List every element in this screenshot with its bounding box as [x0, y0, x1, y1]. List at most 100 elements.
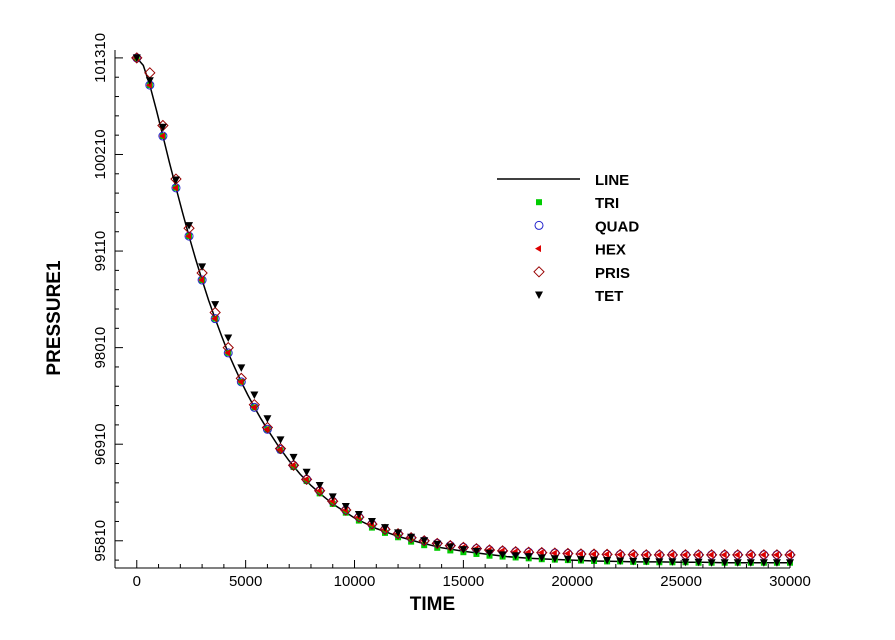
legend-item-tet: TET	[535, 288, 623, 305]
data-point-hex	[590, 550, 597, 558]
legend-marker-pris	[533, 266, 545, 278]
series-hex	[132, 54, 792, 559]
y-axis-ticks: 95810 96910 98010 99110 100210 101310	[92, 33, 123, 562]
data-point-hex	[603, 550, 610, 558]
x-axis-title: TIME	[410, 594, 455, 615]
data-point-hex	[681, 551, 688, 559]
x-tick-label: 25000	[660, 573, 702, 590]
data-point-tri	[329, 500, 336, 507]
legend-marker-tri	[536, 199, 542, 206]
data-point-tet	[433, 540, 442, 549]
data-point-tet	[328, 493, 337, 501]
data-point-tet	[145, 77, 154, 85]
data-point-tet	[211, 301, 220, 309]
x-tick-label: 10000	[334, 573, 376, 590]
data-point-tet	[629, 557, 638, 566]
series-tri	[133, 54, 793, 566]
data-point-tet	[367, 517, 376, 526]
y-tick-label: 95810	[92, 520, 109, 562]
data-point-pris	[327, 495, 339, 507]
data-point-hex	[185, 232, 192, 240]
legend-marker-quad	[534, 220, 544, 230]
data-point-tet	[472, 547, 481, 556]
legend-item-pris: PRIS	[533, 265, 630, 282]
data-point-tet	[420, 537, 429, 545]
x-tick-label: 30000	[769, 573, 811, 590]
data-point-hex	[224, 349, 231, 357]
x-tick-label: 20000	[551, 573, 593, 590]
y-tick-label: 100210	[92, 129, 109, 179]
y-tick-label: 101310	[92, 33, 109, 83]
data-point-pris	[340, 504, 352, 516]
data-point-tet	[407, 533, 416, 542]
data-point-pris	[183, 222, 195, 234]
data-point-tet	[198, 263, 207, 271]
data-point-hex	[668, 551, 675, 559]
data-point-pris	[366, 518, 378, 530]
data-point-tet	[576, 556, 585, 564]
y-tick-label: 98010	[92, 327, 109, 369]
data-point-tet	[302, 468, 311, 477]
legend-label-tet: TET	[595, 288, 623, 305]
legend-label-tri: TRI	[595, 195, 619, 212]
data-point-hex	[158, 132, 165, 140]
series-tet	[132, 54, 794, 567]
series-line	[136, 57, 790, 564]
data-point-tet	[720, 559, 729, 567]
series-pris	[131, 52, 796, 561]
data-point-tet	[759, 559, 768, 567]
data-point-tet	[563, 555, 572, 564]
data-point-hex	[563, 550, 570, 558]
data-point-hex	[263, 425, 270, 433]
data-point-tet	[537, 554, 546, 562]
data-point-tet	[733, 559, 742, 567]
data-point-pris	[313, 485, 326, 497]
x-tick-label: 5000	[229, 573, 262, 590]
data-point-tet	[224, 334, 233, 342]
data-point-tet	[590, 556, 599, 565]
data-point-tet	[276, 436, 285, 444]
data-point-tet	[603, 557, 612, 565]
data-point-tet	[459, 546, 468, 554]
data-point-tet	[341, 503, 350, 511]
data-point-hex	[289, 461, 296, 469]
data-point-hex	[733, 551, 740, 559]
data-point-tet	[707, 559, 716, 567]
data-point-hex	[537, 549, 544, 557]
data-point-tet	[289, 453, 298, 462]
data-point-hex	[315, 487, 322, 495]
data-point-hex	[198, 276, 205, 284]
data-point-hex	[746, 551, 753, 559]
data-point-tet	[668, 558, 677, 566]
data-point-hex	[720, 551, 727, 559]
data-point-tri	[316, 490, 323, 497]
legend-marker-tet	[535, 291, 543, 299]
data-point-pris	[353, 511, 365, 523]
legend-item-tri: TRI	[536, 195, 619, 212]
data-point-tet	[263, 415, 272, 423]
data-point-tet	[550, 555, 559, 563]
legend-label-line: LINE	[595, 172, 629, 189]
data-point-hex	[250, 403, 257, 411]
data-point-tet	[694, 558, 703, 567]
data-point-tet	[772, 559, 781, 567]
data-point-tet	[642, 557, 651, 566]
data-point-pris	[405, 532, 417, 544]
data-point-pris	[261, 421, 274, 434]
data-point-hex	[655, 551, 662, 559]
series-quad	[132, 53, 795, 560]
data-point-pris	[379, 523, 391, 536]
data-point-pris	[248, 398, 261, 411]
data-point-tet	[394, 529, 403, 537]
legend-item-line: LINE	[497, 172, 629, 189]
data-point-pris	[392, 528, 404, 540]
data-point-pris	[300, 473, 313, 486]
data-point-pris	[131, 52, 143, 64]
data-point-tet	[237, 364, 246, 372]
data-point-tet	[158, 123, 167, 132]
data-point-tet	[354, 510, 363, 519]
data-point-hex	[694, 551, 701, 559]
data-point-hex	[707, 551, 714, 559]
series-layer	[131, 52, 796, 567]
